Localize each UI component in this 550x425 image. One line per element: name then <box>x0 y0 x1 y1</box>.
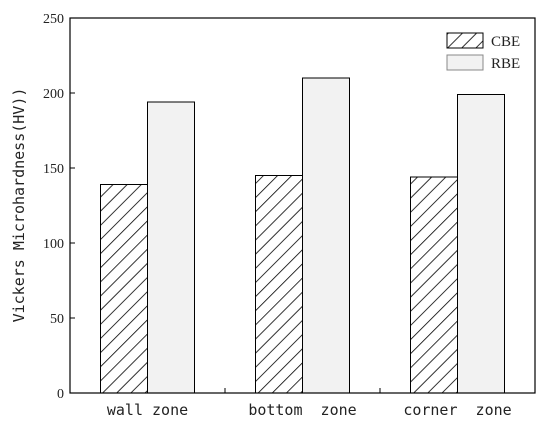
bar-rbe-1 <box>302 77 350 394</box>
category-label-2: corner zone <box>403 401 511 419</box>
plot-frame <box>69 17 536 394</box>
legend-label-cbe: CBE <box>491 34 520 50</box>
legend-label-rbe: RBE <box>491 56 520 72</box>
bar-cbe-1 <box>255 175 303 394</box>
legend-swatch-cbe <box>446 32 484 49</box>
y-tick-label-3: 150 <box>43 162 64 177</box>
bar-cbe-2 <box>410 176 458 394</box>
category-label-0: wall zone <box>107 401 188 419</box>
y-axis-title: Vickers Microhardness(HV)) <box>10 88 28 323</box>
y-tick-label-5: 250 <box>43 12 64 27</box>
y-tick-label-4: 200 <box>43 87 64 102</box>
y-tick-label-0: 0 <box>57 387 64 402</box>
y-tick-label-1: 50 <box>50 312 64 327</box>
bar-rbe-2 <box>457 94 505 394</box>
bars <box>100 77 505 394</box>
category-label-1: bottom zone <box>248 401 356 419</box>
category-labels: wall zone bottom zone corner zone <box>107 401 512 419</box>
x-axis-ticks <box>224 388 381 393</box>
legend: CBE RBE <box>446 32 520 72</box>
bar-cbe-0 <box>100 184 148 394</box>
legend-swatch-rbe <box>446 54 484 71</box>
y-tick-label-2: 100 <box>43 237 64 252</box>
bar-rbe-0 <box>147 101 195 394</box>
